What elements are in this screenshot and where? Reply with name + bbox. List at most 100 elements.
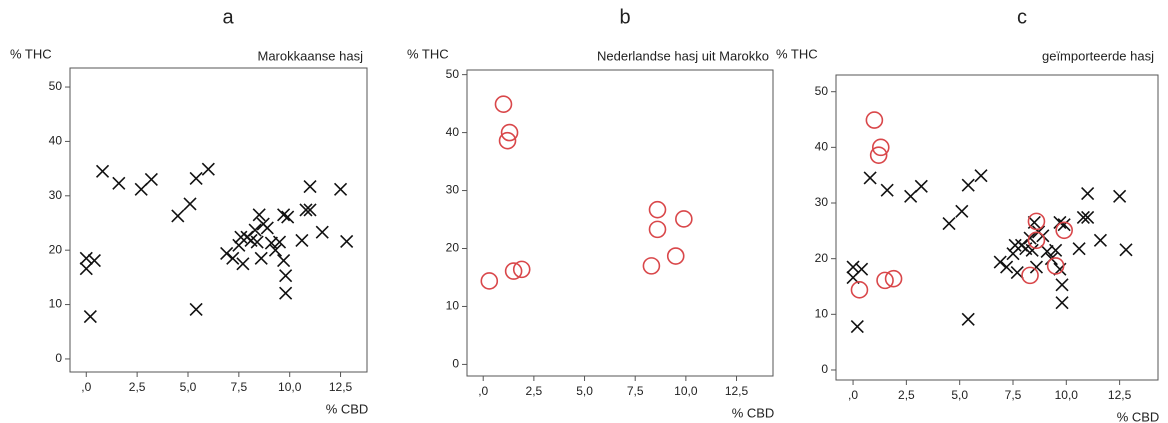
point bbox=[1076, 210, 1090, 225]
point bbox=[303, 203, 317, 217]
point bbox=[1027, 212, 1046, 231]
point bbox=[1113, 189, 1127, 203]
point bbox=[504, 262, 523, 280]
point bbox=[87, 253, 101, 268]
point bbox=[498, 131, 517, 150]
point bbox=[865, 111, 884, 129]
point bbox=[1010, 266, 1024, 280]
point bbox=[281, 210, 295, 224]
point bbox=[914, 179, 928, 193]
point bbox=[642, 257, 661, 275]
point bbox=[1093, 233, 1107, 247]
point bbox=[1072, 242, 1086, 256]
point bbox=[863, 171, 877, 185]
chart-title: Nederlandse hasj uit Marokko bbox=[597, 48, 769, 63]
point bbox=[942, 217, 956, 231]
point bbox=[201, 162, 215, 176]
x-tick-label: 12,5 bbox=[1108, 388, 1132, 402]
y-tick-label: 50 bbox=[446, 67, 460, 81]
y-tick-label: 30 bbox=[49, 188, 63, 202]
x-tick-label: 10,0 bbox=[1055, 388, 1079, 402]
point bbox=[83, 309, 97, 324]
point bbox=[248, 223, 262, 237]
point bbox=[189, 302, 203, 317]
x-tick-label: 12,5 bbox=[329, 380, 353, 394]
chart-title: geïmporteerde hasj bbox=[1042, 48, 1154, 63]
point bbox=[295, 233, 309, 247]
point bbox=[1119, 243, 1133, 257]
point bbox=[904, 189, 918, 203]
point bbox=[303, 179, 317, 194]
y-tick-label: 0 bbox=[821, 362, 828, 376]
point bbox=[272, 235, 287, 249]
point bbox=[250, 235, 264, 249]
point bbox=[277, 253, 291, 268]
point bbox=[648, 220, 667, 239]
point bbox=[260, 221, 274, 235]
y-tick-label: 10 bbox=[446, 299, 460, 313]
point bbox=[1000, 260, 1014, 274]
x-tick-label: 7,5 bbox=[230, 380, 247, 394]
point bbox=[254, 251, 268, 265]
point bbox=[1057, 218, 1071, 232]
point bbox=[480, 272, 499, 290]
point bbox=[1025, 243, 1039, 257]
point bbox=[974, 169, 988, 183]
plot-frame bbox=[466, 69, 774, 377]
chart-title: Marokkaanse hasj bbox=[258, 48, 364, 63]
y-tick-label: 10 bbox=[815, 306, 829, 320]
point bbox=[955, 204, 969, 218]
y-tick-label: 0 bbox=[452, 357, 459, 371]
point bbox=[961, 312, 975, 326]
plot-frame bbox=[835, 74, 1159, 381]
point bbox=[268, 243, 283, 257]
x-tick-label: ,0 bbox=[81, 380, 91, 394]
point bbox=[855, 262, 869, 276]
x-tick-label: 2,5 bbox=[898, 388, 915, 402]
point bbox=[876, 271, 894, 290]
panel-label: c bbox=[1017, 6, 1027, 28]
y-axis-label: % THC bbox=[10, 46, 52, 61]
point bbox=[869, 146, 888, 164]
point bbox=[1055, 221, 1073, 240]
y-tick-label: 20 bbox=[815, 251, 829, 265]
y-tick-label: 40 bbox=[815, 140, 829, 154]
point bbox=[1081, 210, 1095, 225]
y-tick-label: 20 bbox=[446, 241, 460, 255]
x-tick-label: 2,5 bbox=[526, 384, 543, 398]
point bbox=[884, 269, 903, 288]
point bbox=[236, 257, 250, 271]
point bbox=[500, 123, 519, 142]
point bbox=[648, 200, 667, 219]
point bbox=[95, 164, 110, 178]
point bbox=[1081, 186, 1095, 201]
y-tick-label: 30 bbox=[815, 195, 829, 209]
point bbox=[189, 171, 203, 185]
point bbox=[1027, 231, 1046, 250]
plot-frame bbox=[69, 67, 368, 373]
point bbox=[79, 251, 93, 265]
x-tick-label: 10,0 bbox=[278, 380, 302, 394]
point bbox=[315, 225, 329, 239]
y-tick-label: 10 bbox=[49, 297, 63, 311]
x-tick-label: 5,0 bbox=[576, 384, 593, 398]
y-tick-label: 0 bbox=[55, 351, 62, 365]
point bbox=[171, 209, 185, 223]
y-axis-label: % THC bbox=[776, 46, 818, 61]
x-tick-label: 5,0 bbox=[180, 380, 197, 394]
point bbox=[850, 281, 869, 299]
point bbox=[226, 251, 240, 265]
point bbox=[846, 260, 860, 274]
point bbox=[880, 183, 894, 197]
point bbox=[1055, 296, 1069, 310]
point bbox=[850, 320, 864, 334]
y-tick-label: 20 bbox=[49, 242, 63, 256]
y-tick-label: 50 bbox=[815, 84, 829, 98]
point bbox=[961, 178, 975, 192]
point bbox=[252, 208, 266, 222]
point bbox=[333, 182, 348, 196]
point bbox=[1023, 231, 1037, 245]
point bbox=[144, 172, 158, 187]
point bbox=[494, 95, 513, 113]
y-axis-label: % THC bbox=[407, 46, 449, 61]
